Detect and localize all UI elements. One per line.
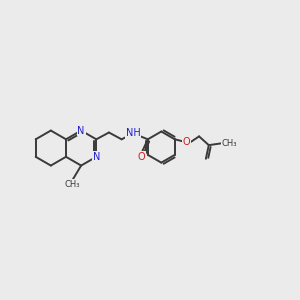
Text: CH₃: CH₃ bbox=[64, 179, 80, 188]
Text: CH₃: CH₃ bbox=[221, 139, 237, 148]
Text: NH: NH bbox=[126, 128, 141, 139]
Text: O: O bbox=[183, 137, 190, 147]
Text: O: O bbox=[137, 152, 145, 162]
Text: N: N bbox=[93, 152, 100, 162]
Text: N: N bbox=[77, 126, 85, 136]
